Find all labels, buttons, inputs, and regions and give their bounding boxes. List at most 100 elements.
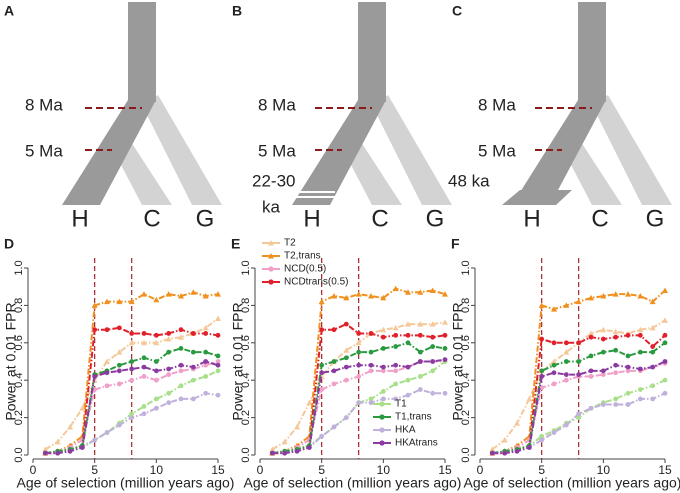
marker <box>203 362 209 368</box>
marker <box>637 349 643 355</box>
marker <box>600 368 606 374</box>
time-label: 5 Ma <box>25 141 63 160</box>
marker <box>67 448 73 454</box>
series-line <box>45 360 219 455</box>
marker <box>55 450 61 456</box>
legend-label: T1,trans <box>395 412 432 423</box>
marker <box>42 450 48 456</box>
branch <box>292 100 386 205</box>
marker <box>129 411 135 417</box>
marker <box>637 396 643 402</box>
x-tick-label: 5 <box>318 463 325 477</box>
marker <box>153 377 159 383</box>
marker <box>129 359 135 364</box>
marker <box>104 358 110 364</box>
tree-a: A 8 Ma 5 Ma H C G <box>4 2 222 232</box>
marker <box>215 353 221 359</box>
y-tick-label: 0.6 <box>240 335 252 350</box>
marker <box>368 331 374 336</box>
marker <box>625 332 631 338</box>
marker <box>405 377 411 383</box>
marker <box>380 364 386 370</box>
marker <box>166 331 172 336</box>
marker <box>612 291 619 297</box>
y-tick-label: 0.2 <box>13 410 25 425</box>
tree-b: B 8 Ma 5 Ma 22-30 ka H C G <box>232 2 452 232</box>
x-tick-label: 10 <box>377 463 391 477</box>
leaf-label: C <box>591 205 608 232</box>
series-line <box>45 347 219 455</box>
y-tick-label: 1.0 <box>13 260 25 275</box>
marker <box>563 349 570 355</box>
marker <box>368 349 374 355</box>
marker <box>588 368 594 374</box>
marker <box>54 438 61 445</box>
legend-label: T2,trans <box>284 251 321 262</box>
marker <box>662 377 668 383</box>
marker <box>178 346 184 351</box>
legend-label: NCDtrans(0.5) <box>284 277 348 288</box>
marker <box>649 324 656 331</box>
marker <box>625 353 631 359</box>
marker <box>429 321 436 327</box>
marker <box>417 387 423 392</box>
marker <box>380 294 387 301</box>
x-tick-label: 0 <box>30 463 37 477</box>
marker <box>625 364 631 370</box>
marker <box>116 362 122 368</box>
marker <box>551 430 557 435</box>
marker <box>563 340 569 346</box>
legend-label: NCD(0.5) <box>284 264 326 275</box>
marker <box>129 377 135 383</box>
marker <box>489 446 496 452</box>
marker <box>563 372 569 377</box>
y-tick-label: 0.8 <box>240 298 252 313</box>
marker <box>430 344 436 349</box>
legend-marker <box>379 414 385 420</box>
time-label: 8 Ma <box>258 95 296 114</box>
marker <box>368 400 374 406</box>
panel-letter: D <box>4 236 14 252</box>
marker <box>166 366 172 372</box>
marker <box>91 302 98 308</box>
marker <box>662 340 668 346</box>
marker <box>539 368 545 374</box>
marker <box>116 422 122 428</box>
marker <box>153 396 159 402</box>
marker <box>442 332 448 338</box>
y-tick-label: 0.0 <box>240 447 252 462</box>
marker <box>128 298 135 305</box>
marker <box>613 362 619 368</box>
marker <box>662 317 668 323</box>
marker <box>190 364 196 370</box>
marker <box>141 339 147 346</box>
marker <box>269 450 275 456</box>
marker <box>612 328 619 335</box>
marker <box>625 390 631 396</box>
marker <box>104 298 110 305</box>
y-tick-label: 0.4 <box>240 373 252 388</box>
marker <box>203 359 209 364</box>
marker <box>215 362 221 368</box>
marker <box>356 374 362 379</box>
marker <box>153 332 159 338</box>
marker <box>178 396 184 402</box>
x-tick-label: 5 <box>91 463 98 477</box>
marker <box>430 368 436 374</box>
marker <box>637 326 644 333</box>
marker <box>215 359 221 364</box>
legend-marker <box>268 253 274 259</box>
y-tick-label: 0.2 <box>460 410 472 425</box>
marker <box>178 362 184 368</box>
marker <box>563 302 570 308</box>
marker <box>104 430 110 435</box>
marker <box>166 400 172 406</box>
marker <box>356 400 362 406</box>
marker <box>551 306 557 312</box>
marker <box>368 396 374 402</box>
marker <box>356 331 362 336</box>
marker <box>650 349 656 355</box>
marker <box>430 390 436 396</box>
marker <box>190 289 197 295</box>
marker <box>178 334 184 340</box>
